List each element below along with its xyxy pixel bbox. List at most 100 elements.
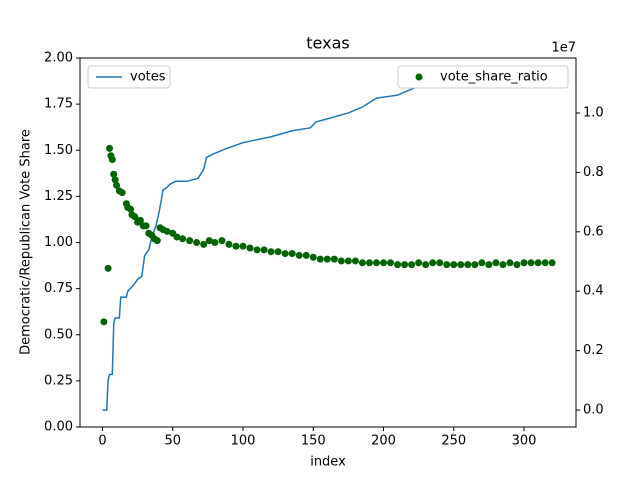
- scatter-point: [232, 242, 240, 250]
- scatter-point: [108, 155, 116, 163]
- y2-tick-label: 0.4: [583, 284, 604, 299]
- y-tick-label: 2.00: [44, 51, 73, 66]
- scatter-point: [110, 170, 118, 178]
- chart-title: texas: [306, 34, 349, 53]
- scatter-point: [450, 261, 458, 269]
- scatter-point: [520, 259, 528, 267]
- scatter-point: [295, 251, 303, 259]
- scatter-point: [246, 244, 254, 252]
- scatter-point: [527, 259, 535, 267]
- y-tick-label: 0.50: [44, 327, 73, 342]
- x-tick-label: 150: [301, 434, 326, 449]
- scatter-point: [288, 250, 296, 258]
- scatter-point: [492, 259, 500, 267]
- scatter-point: [136, 216, 144, 224]
- scatter-point: [200, 240, 208, 248]
- scatter-point: [506, 259, 514, 267]
- scatter-point: [534, 259, 542, 267]
- scatter-point: [337, 257, 345, 265]
- votes-line: [102, 70, 553, 411]
- x-tick-label: 0: [98, 434, 106, 449]
- scatter-point: [457, 261, 465, 269]
- y-tick-label: 1.00: [44, 235, 73, 250]
- legend-label: vote_share_ratio: [440, 70, 548, 85]
- x-tick-label: 50: [164, 434, 181, 449]
- x-axis-label: index: [310, 455, 346, 470]
- legend-box: [397, 65, 569, 89]
- scatter-point: [113, 181, 121, 189]
- y2-tick-label: 0.2: [583, 343, 604, 358]
- scatter-point: [365, 259, 373, 267]
- legend-swatch: [415, 73, 423, 81]
- scatter-point: [387, 259, 395, 267]
- scatter-point: [499, 261, 507, 269]
- scatter-point: [408, 261, 416, 269]
- y-tick-label: 1.50: [44, 143, 73, 158]
- scatter-point: [401, 261, 409, 269]
- scatter-point: [464, 261, 472, 269]
- scatter-point: [541, 259, 549, 267]
- scatter-point: [205, 237, 213, 245]
- scatter-point: [111, 176, 119, 184]
- y2-offset-label: 1e7: [551, 41, 576, 56]
- scatter-point: [422, 261, 430, 269]
- x-tick-label: 100: [231, 434, 256, 449]
- y-axis-label: Democratic/Republican Vote Share: [19, 129, 34, 355]
- scatter-point: [471, 261, 479, 269]
- scatter-point: [163, 227, 171, 235]
- scatter-point: [173, 233, 181, 241]
- y-tick-label: 0.00: [44, 420, 73, 435]
- scatter-point: [344, 257, 352, 265]
- scatter-point: [478, 259, 486, 267]
- scatter-point: [316, 255, 324, 263]
- scatter-point: [253, 246, 261, 254]
- x-tick-label: 250: [441, 434, 466, 449]
- scatter-point: [118, 189, 126, 197]
- scatter-point: [436, 259, 444, 267]
- x-tick-label: 300: [512, 434, 537, 449]
- y2-tick-label: 0.8: [583, 165, 604, 180]
- scatter-point: [415, 259, 423, 267]
- scatter-point: [142, 222, 150, 230]
- scatter-point: [485, 261, 493, 269]
- scatter-point: [309, 253, 317, 261]
- y2-tick-label: 0.6: [583, 224, 604, 239]
- x-tick-label: 200: [371, 434, 396, 449]
- y2-tick-label: 1.0: [583, 105, 604, 120]
- scatter-point: [104, 264, 112, 272]
- scatter-point: [131, 213, 139, 221]
- scatter-point: [260, 246, 268, 254]
- scatter-point: [358, 259, 366, 267]
- scatter-point: [267, 248, 275, 256]
- scatter-point: [186, 237, 194, 245]
- y-tick-label: 0.75: [44, 281, 73, 296]
- scatter-point: [330, 255, 338, 263]
- scatter-point: [179, 235, 187, 243]
- scatter-point: [239, 242, 247, 250]
- scatter-point: [281, 250, 289, 258]
- legend-label: votes: [130, 70, 166, 85]
- scatter-point: [513, 261, 521, 269]
- scatter-point: [351, 257, 359, 265]
- scatter-point: [372, 259, 380, 267]
- y-tick-label: 0.25: [44, 373, 73, 388]
- scatter-point: [127, 205, 135, 213]
- scatter-point: [302, 251, 310, 259]
- scatter-point: [380, 259, 388, 267]
- legend-box: [87, 65, 171, 89]
- scatter-point: [394, 261, 402, 269]
- scatter-point: [429, 259, 437, 267]
- y-tick-label: 1.25: [44, 189, 73, 204]
- scatter-point: [443, 261, 451, 269]
- scatter-point: [100, 318, 108, 326]
- y2-tick-label: 0.0: [583, 403, 604, 418]
- scatter-point: [106, 144, 114, 152]
- plot-frame: [79, 57, 577, 428]
- scatter-point: [274, 248, 282, 256]
- scatter-point: [153, 237, 161, 245]
- scatter-point: [548, 259, 556, 267]
- scatter-point: [323, 255, 331, 263]
- scatter-point: [211, 239, 219, 246]
- scatter-point: [218, 237, 226, 245]
